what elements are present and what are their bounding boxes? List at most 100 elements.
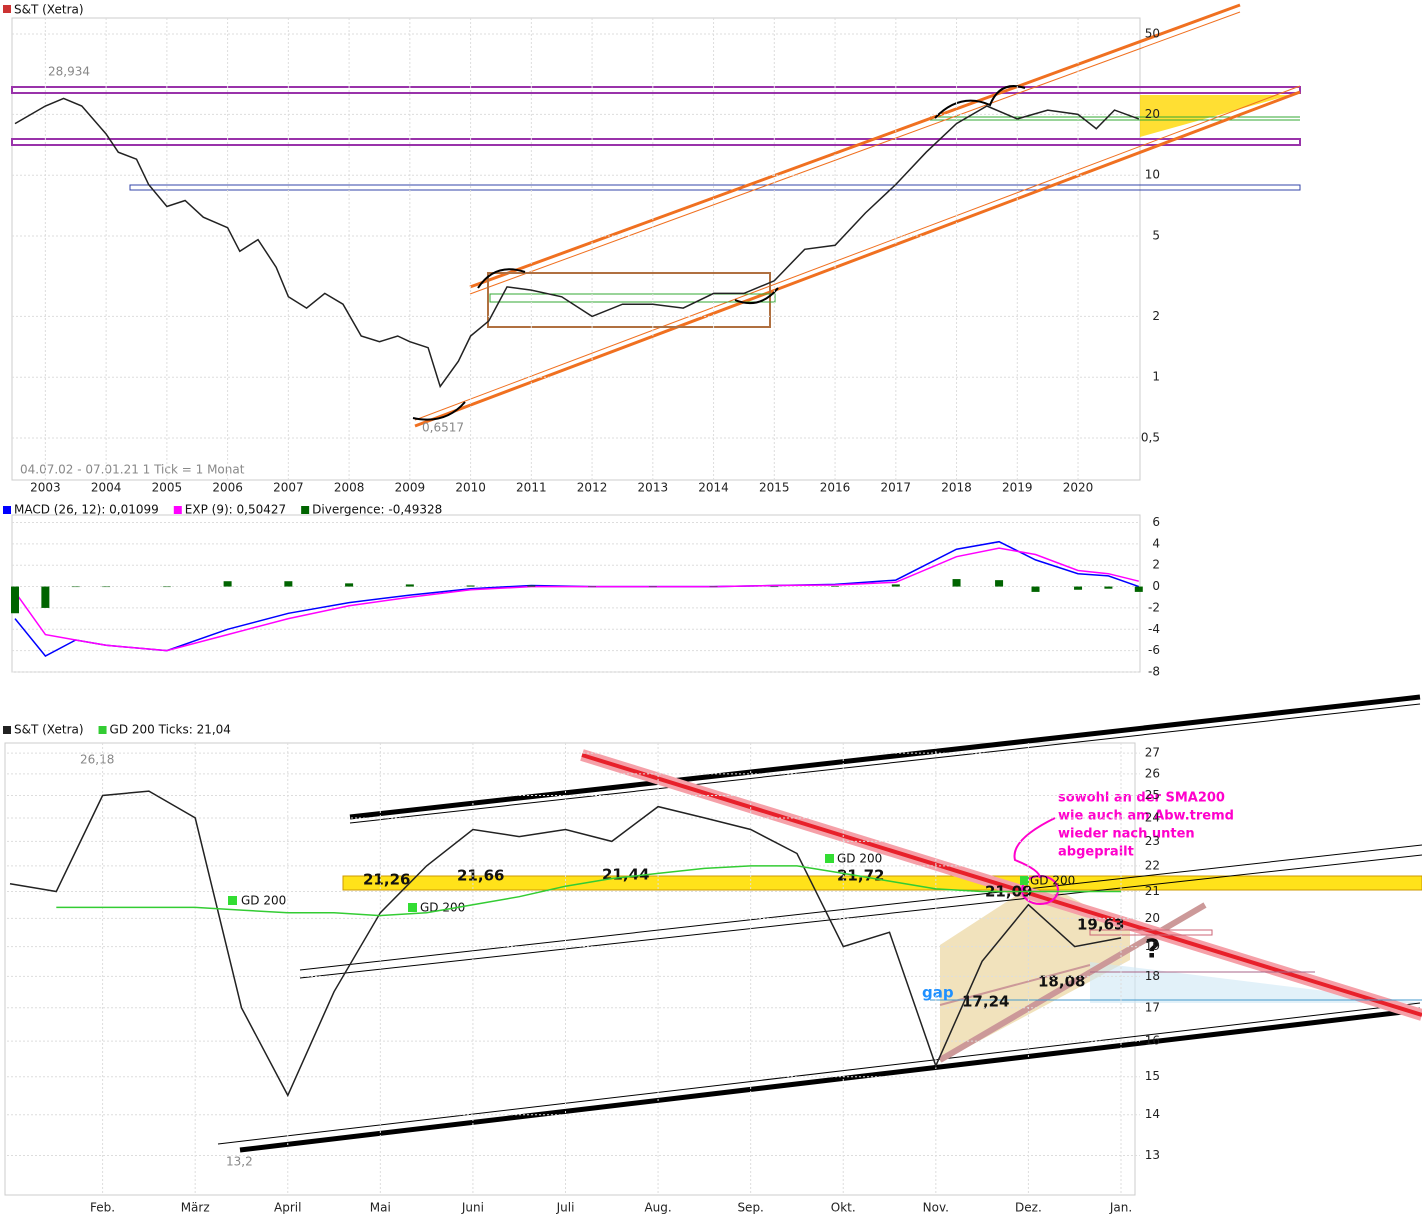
legend-label: Divergence: -0,49328 xyxy=(312,503,442,517)
annotation: 04.07.02 - 07.01.21 1 Tick = 1 Monat xyxy=(20,463,245,477)
gd-marker xyxy=(228,896,237,905)
bar xyxy=(71,586,80,588)
annotation: sowohl an der SMA200 xyxy=(1058,791,1225,806)
x-tick-label: Aug. xyxy=(644,1201,671,1215)
bar xyxy=(41,586,50,608)
legend-swatch xyxy=(173,506,182,514)
x-tick-label: 2018 xyxy=(941,481,972,495)
hline xyxy=(11,86,1301,94)
x-tick-label: 2003 xyxy=(30,481,61,495)
annotation: GD 200 xyxy=(420,901,465,915)
annotation: 19,63 xyxy=(1077,916,1124,934)
x-tick-label: 2013 xyxy=(638,481,669,495)
trendline xyxy=(349,703,1421,824)
x-tick-label: Feb. xyxy=(90,1201,115,1215)
x-tick-label: 2019 xyxy=(1002,481,1033,495)
bar xyxy=(345,583,354,587)
x-tick-label: Nov. xyxy=(923,1201,949,1215)
y-tick-label: 2 xyxy=(1152,309,1160,323)
annotation: GD 200 xyxy=(837,852,882,866)
trendline xyxy=(469,11,1241,295)
legend-label: EXP (9): 0,50427 xyxy=(185,503,286,517)
y-tick-label: 26 xyxy=(1145,766,1160,780)
bar xyxy=(1031,586,1040,592)
bar xyxy=(284,581,293,587)
x-tick-label: Okt. xyxy=(831,1201,856,1215)
curve xyxy=(412,401,466,421)
x-tick-label: April xyxy=(274,1201,301,1215)
annotation: 0,6517 xyxy=(422,421,464,435)
x-tick-label: 2008 xyxy=(334,481,365,495)
legend-swatch xyxy=(3,5,11,13)
curve xyxy=(1013,817,1056,879)
x-tick-label: Mai xyxy=(370,1201,391,1215)
zone xyxy=(1140,95,1290,137)
x-tick-label: 2015 xyxy=(759,481,790,495)
legend-swatch xyxy=(301,506,310,514)
box xyxy=(489,293,776,303)
gd-marker xyxy=(825,854,834,863)
legend-label: GD 200 Ticks: 21,04 xyxy=(110,723,231,737)
y-tick-label: -4 xyxy=(1148,622,1160,636)
zone xyxy=(342,875,1422,891)
y-tick-label: 25 xyxy=(1145,788,1160,802)
y-tick-label: 15 xyxy=(1145,1069,1160,1083)
bar xyxy=(770,586,779,588)
bar xyxy=(648,586,657,588)
trendline xyxy=(239,1007,1421,1153)
x-tick-label: 2016 xyxy=(820,481,851,495)
bar xyxy=(223,581,232,587)
annotation: 13,2 xyxy=(226,1155,253,1169)
bar xyxy=(952,579,961,587)
y-tick-label: 21 xyxy=(1145,884,1160,898)
bar xyxy=(588,586,597,588)
y-tick-label: 5 xyxy=(1152,229,1160,243)
y-tick-label: 0 xyxy=(1152,579,1160,593)
trendline xyxy=(299,844,1422,971)
macd-panel xyxy=(11,514,1141,673)
bar xyxy=(102,586,111,588)
y-tick-label: 17 xyxy=(1145,1000,1160,1014)
annotation: GD 200 xyxy=(241,894,286,908)
series-line xyxy=(56,865,1121,917)
x-tick-label: 2004 xyxy=(91,481,122,495)
y-tick-label: 18 xyxy=(1145,969,1160,983)
x-tick-label: 2020 xyxy=(1063,481,1094,495)
series-line xyxy=(14,97,1140,389)
bar xyxy=(405,584,414,587)
bar xyxy=(709,586,718,588)
trendline xyxy=(469,3,1241,289)
trendline xyxy=(414,90,1301,428)
trendline xyxy=(299,854,1422,979)
hline xyxy=(129,184,1301,191)
legend-label: S&T (Xetra) xyxy=(14,723,84,737)
y-tick-label: -8 xyxy=(1148,665,1160,679)
x-tick-label: 2005 xyxy=(152,481,183,495)
bar xyxy=(466,585,475,587)
y-tick-label: -2 xyxy=(1148,600,1160,614)
y-tick-label: 0,5 xyxy=(1141,431,1160,445)
gd-marker xyxy=(408,903,417,912)
zone xyxy=(940,880,1130,1062)
y-tick-label: 27 xyxy=(1145,746,1160,760)
x-tick-label: 2012 xyxy=(577,481,608,495)
annotation: 18,08 xyxy=(1038,973,1085,991)
x-tick-label: Sep. xyxy=(737,1201,763,1215)
annotation: 26,18 xyxy=(80,753,114,767)
curve xyxy=(734,287,779,304)
x-tick-label: 2017 xyxy=(881,481,912,495)
x-tick-label: Juli xyxy=(556,1201,575,1215)
x-tick-label: 2011 xyxy=(516,481,547,495)
trendline xyxy=(414,85,1301,421)
bar xyxy=(995,580,1004,587)
bar xyxy=(831,586,840,587)
legend-swatch xyxy=(3,506,11,514)
y-tick-label: 4 xyxy=(1152,536,1160,550)
bar xyxy=(1134,586,1143,592)
y-tick-label: 1 xyxy=(1152,370,1160,384)
x-tick-label: 2014 xyxy=(698,481,729,495)
hline xyxy=(11,138,1301,146)
y-tick-label: 16 xyxy=(1145,1034,1160,1048)
curve xyxy=(934,85,1026,119)
annotation: wie auch am Abw.tremd xyxy=(1058,809,1234,824)
